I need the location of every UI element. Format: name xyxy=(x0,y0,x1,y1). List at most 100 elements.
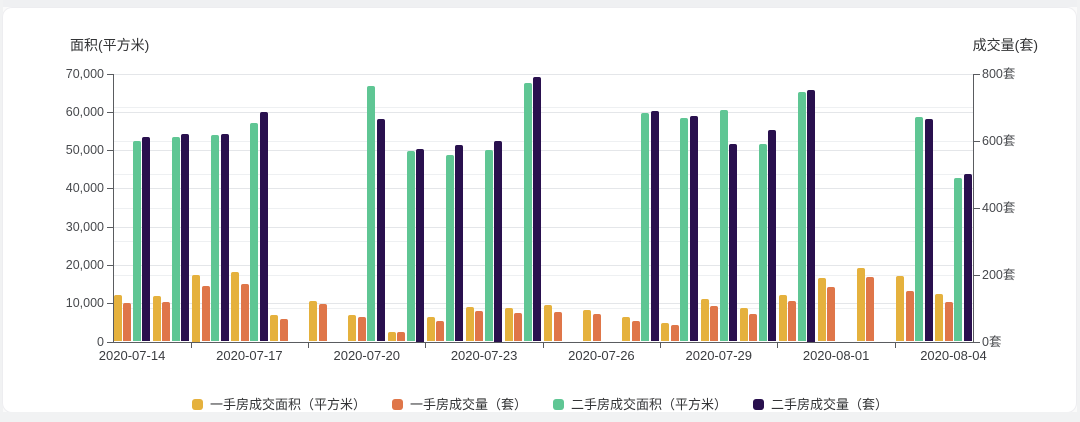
bar-new-home-area[interactable] xyxy=(896,276,905,342)
bar-new-home-area[interactable] xyxy=(270,314,279,342)
bar-new-home-area[interactable] xyxy=(856,268,865,342)
bar-new-home-volume[interactable] xyxy=(631,321,640,342)
bar-resale-home-volume[interactable] xyxy=(729,143,737,342)
bar-new-home-volume[interactable] xyxy=(357,317,366,342)
bar-resale-home-volume[interactable] xyxy=(689,116,698,342)
bar-new-home-volume[interactable] xyxy=(944,301,953,342)
legend-item-resale-home-area[interactable]: 二手房成交面积（平方米） xyxy=(553,397,727,413)
bar-new-home-area[interactable] xyxy=(935,294,944,342)
bar-resale-home-area[interactable] xyxy=(915,116,924,342)
y-axis-tick-right xyxy=(974,341,980,343)
y-axis-tick-right xyxy=(974,73,980,75)
bar-new-home-volume[interactable] xyxy=(827,286,836,342)
bar-new-home-area[interactable] xyxy=(231,272,240,342)
chart-legend: 一手房成交面积（平方米） 一手房成交量（套） 二手房成交面积（平方米） 二手房成交量（… xyxy=(0,396,1080,413)
bar-resale-home-volume[interactable] xyxy=(181,133,190,342)
x-axis-tick xyxy=(542,343,544,348)
bar-resale-home-volume[interactable] xyxy=(494,140,503,342)
gridline-minor xyxy=(112,207,973,209)
x-axis-label: 2020-07-17 xyxy=(216,348,283,363)
bar-resale-home-area[interactable] xyxy=(250,122,259,342)
y-axis-label-left: 50,000 xyxy=(65,143,104,158)
bar-new-home-area[interactable] xyxy=(113,295,122,342)
bar-resale-home-volume[interactable] xyxy=(768,130,777,342)
legend-item-resale-home-volume[interactable]: 二手房成交量（套） xyxy=(753,397,888,413)
bar-resale-home-area[interactable] xyxy=(954,178,963,342)
y-axis-tick-right xyxy=(974,140,980,142)
y-axis-tick-right xyxy=(974,207,980,209)
bar-resale-home-volume[interactable] xyxy=(455,144,464,342)
bar-new-home-volume[interactable] xyxy=(162,302,171,342)
gridline-minor xyxy=(112,140,973,142)
bar-resale-home-area[interactable] xyxy=(406,150,415,342)
bar-resale-home-volume[interactable] xyxy=(650,111,659,342)
bar-new-home-volume[interactable] xyxy=(240,283,249,342)
bar-new-home-volume[interactable] xyxy=(749,314,758,342)
x-axis-label: 2020-07-14 xyxy=(98,348,166,363)
bar-new-home-area[interactable] xyxy=(426,316,435,342)
legend-swatch xyxy=(191,399,203,410)
bar-resale-home-area[interactable] xyxy=(367,86,376,342)
bar-resale-home-area[interactable] xyxy=(641,112,650,342)
bar-new-home-volume[interactable] xyxy=(710,306,718,342)
x-axis-tick xyxy=(894,343,896,348)
bar-new-home-area[interactable] xyxy=(348,315,357,342)
left-axis-title: 面积(平方米) xyxy=(70,37,150,53)
bar-new-home-volume[interactable] xyxy=(553,312,562,342)
bar-new-home-volume[interactable] xyxy=(866,276,875,342)
bar-resale-home-volume[interactable] xyxy=(533,76,542,342)
legend-item-new-home-volume[interactable]: 一手房成交量（套） xyxy=(391,397,527,413)
bar-new-home-area[interactable] xyxy=(778,294,787,342)
bar-new-home-volume[interactable] xyxy=(670,325,679,342)
bar-new-home-volume[interactable] xyxy=(514,313,523,342)
bar-new-home-volume[interactable] xyxy=(592,313,601,342)
bar-new-home-area[interactable] xyxy=(504,308,513,342)
bar-resale-home-area[interactable] xyxy=(758,143,767,342)
bar-resale-home-volume[interactable] xyxy=(142,137,151,342)
gridline-minor xyxy=(112,107,973,108)
bar-new-home-area[interactable] xyxy=(739,308,748,342)
bar-resale-home-area[interactable] xyxy=(211,134,220,342)
bar-resale-home-volume[interactable] xyxy=(924,119,933,342)
bar-new-home-volume[interactable] xyxy=(318,303,327,342)
bar-new-home-area[interactable] xyxy=(544,304,553,342)
bar-resale-home-area[interactable] xyxy=(523,83,532,342)
bar-new-home-volume[interactable] xyxy=(123,303,132,342)
bar-resale-home-area[interactable] xyxy=(797,91,806,342)
gridline-major xyxy=(112,188,973,190)
bar-new-home-area[interactable] xyxy=(465,306,474,342)
bar-new-home-volume[interactable] xyxy=(475,311,484,342)
gridline-major xyxy=(112,111,973,113)
bar-resale-home-area[interactable] xyxy=(445,155,454,342)
bar-new-home-volume[interactable] xyxy=(436,321,445,342)
bar-resale-home-area[interactable] xyxy=(680,117,689,342)
gridline-minor xyxy=(112,241,973,242)
bar-resale-home-volume[interactable] xyxy=(259,112,268,342)
bar-new-home-volume[interactable] xyxy=(905,290,914,342)
bar-new-home-area[interactable] xyxy=(387,331,396,342)
legend-swatch xyxy=(553,399,564,410)
bar-resale-home-volume[interactable] xyxy=(220,133,229,342)
bar-resale-home-volume[interactable] xyxy=(416,148,425,342)
bar-resale-home-area[interactable] xyxy=(484,150,493,342)
bar-new-home-area[interactable] xyxy=(817,278,826,342)
bar-new-home-area[interactable] xyxy=(622,316,631,342)
legend-item-new-home-area[interactable]: 一手房成交面积（平方米） xyxy=(191,397,366,413)
bar-new-home-area[interactable] xyxy=(661,323,670,342)
bar-resale-home-volume[interactable] xyxy=(963,173,972,342)
bar-resale-home-volume[interactable] xyxy=(807,90,816,342)
bar-new-home-area[interactable] xyxy=(583,309,592,342)
bar-new-home-volume[interactable] xyxy=(397,332,406,342)
bar-new-home-volume[interactable] xyxy=(279,319,288,342)
bar-new-home-volume[interactable] xyxy=(201,286,210,342)
bar-new-home-area[interactable] xyxy=(152,295,161,342)
x-axis-label: 2020-08-04 xyxy=(920,348,987,363)
bar-resale-home-area[interactable] xyxy=(171,137,180,342)
bar-resale-home-area[interactable] xyxy=(719,110,728,342)
bar-new-home-area[interactable] xyxy=(309,300,318,342)
bar-new-home-area[interactable] xyxy=(700,299,709,342)
bar-resale-home-volume[interactable] xyxy=(376,118,385,342)
bar-new-home-area[interactable] xyxy=(192,274,201,342)
bar-resale-home-area[interactable] xyxy=(132,141,141,342)
bar-new-home-volume[interactable] xyxy=(788,300,797,342)
